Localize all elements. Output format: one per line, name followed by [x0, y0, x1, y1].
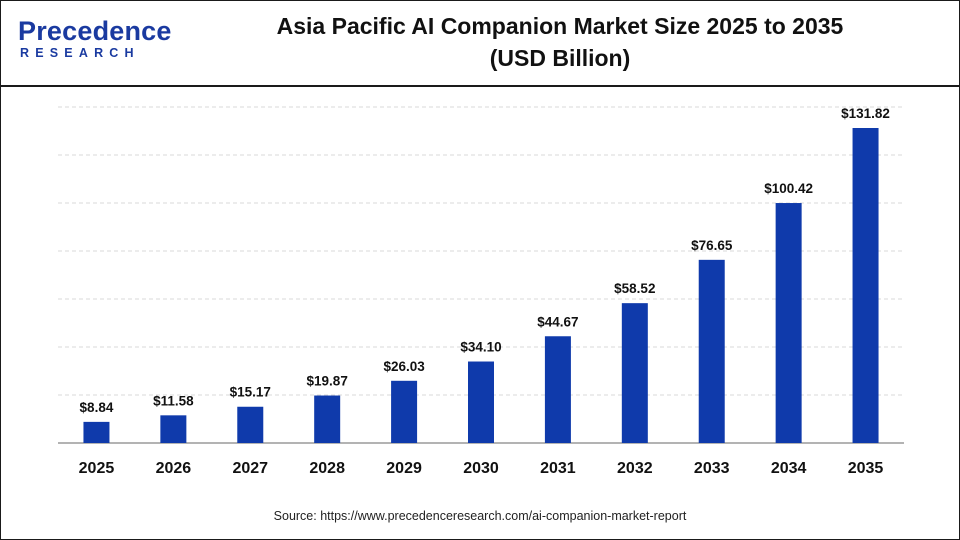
data-label-2031: $44.67 [537, 314, 578, 329]
data-label-2033: $76.65 [691, 238, 733, 253]
source-note: Source: https://www.precedenceresearch.c… [273, 509, 687, 523]
data-label-2034: $100.42 [764, 181, 813, 196]
bar-2031 [544, 336, 571, 443]
bar-2032 [621, 303, 648, 443]
bar-2027 [237, 406, 264, 443]
x-tick-label-2035: 2035 [848, 460, 884, 477]
data-label-2027: $15.17 [230, 385, 271, 400]
x-tick-label-2034: 2034 [771, 460, 807, 477]
x-tick-label-2030: 2030 [463, 460, 499, 477]
header: Precedence RESEARCH Asia Pacific AI Comp… [0, 0, 960, 86]
x-tick-label-2029: 2029 [386, 460, 422, 477]
x-tick-label-2027: 2027 [232, 460, 268, 477]
chart-title: Asia Pacific AI Companion Market Size 20… [200, 10, 920, 74]
x-tick-label-2028: 2028 [309, 460, 345, 477]
bar-2034 [775, 203, 802, 443]
bar-2030 [468, 361, 494, 443]
x-tick-label-2025: 2025 [79, 460, 115, 477]
data-label-2026: $11.58 [153, 393, 194, 408]
data-label-2030: $34.10 [460, 340, 501, 355]
chart-title-line2: (USD Billion) [489, 45, 631, 71]
data-label-2035: $131.82 [841, 106, 890, 121]
logo-main-text: Precedence [18, 16, 172, 46]
bar-2028 [314, 395, 341, 443]
bar-2025 [83, 421, 110, 443]
x-tick-label-2032: 2032 [617, 460, 653, 477]
x-tick-label-2026: 2026 [156, 460, 192, 477]
chart-title-line1: Asia Pacific AI Companion Market Size 20… [276, 13, 844, 39]
data-label-2025: $8.84 [80, 400, 114, 415]
logo-sub-text: RESEARCH [20, 46, 140, 60]
x-tick-label-2031: 2031 [540, 460, 576, 477]
brand-logo: Precedence RESEARCH [18, 16, 171, 66]
data-label-2032: $58.52 [614, 281, 655, 296]
bar-2029 [391, 380, 418, 443]
bar-2026 [160, 415, 187, 443]
x-tick-label-2033: 2033 [694, 460, 730, 477]
data-label-2028: $19.87 [307, 374, 348, 389]
data-label-2029: $26.03 [383, 359, 425, 374]
bar-2033 [698, 259, 725, 443]
header-divider [0, 85, 960, 87]
bar-2035 [852, 128, 879, 443]
